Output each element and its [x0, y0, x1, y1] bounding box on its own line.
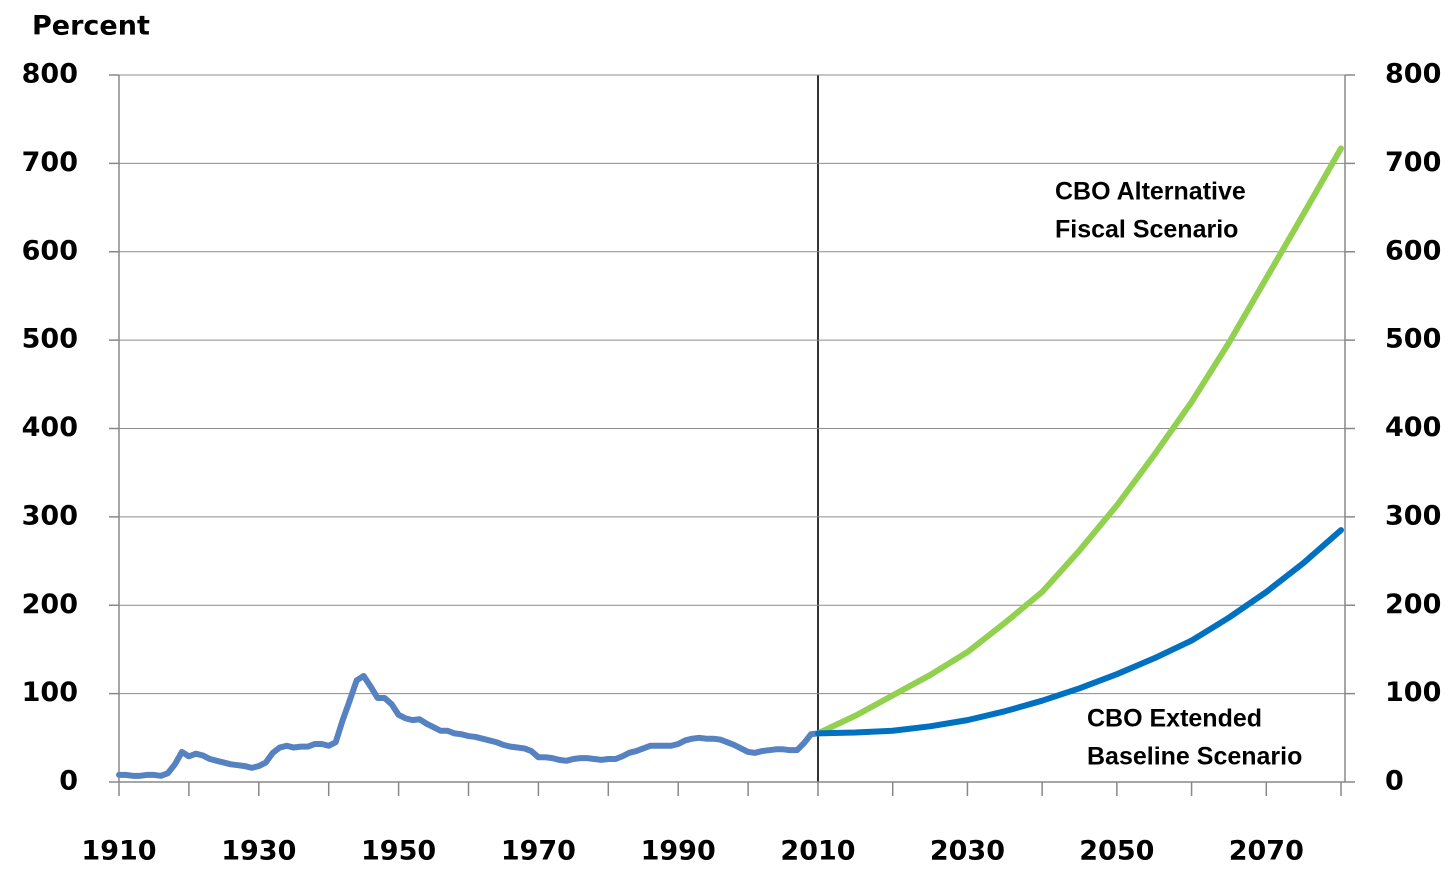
y-tick-label: 800 [22, 59, 78, 90]
series-line [815, 527, 1344, 737]
y-tick-label: 500 [1385, 324, 1441, 355]
y-tick-label: 100 [22, 677, 78, 708]
y-tick-label: 600 [1385, 235, 1441, 266]
y-tick-label: 500 [22, 324, 78, 355]
y-tick-label: 300 [1385, 500, 1441, 531]
y-tick-label: 400 [1385, 412, 1441, 443]
y-tick-label: 0 [1385, 766, 1404, 797]
y-tick-label: 100 [1385, 677, 1441, 708]
x-tick-label: 2010 [780, 836, 855, 867]
x-tick-label: 2030 [930, 836, 1005, 867]
series-annotation: Fiscal Scenario [1055, 216, 1238, 244]
x-tick-label: 1970 [501, 836, 576, 867]
y-tick-label: 200 [1385, 589, 1441, 620]
y-axis-label: Percent [32, 11, 150, 42]
x-tick-label: 1990 [641, 836, 716, 867]
x-tick-label: 1930 [221, 836, 296, 867]
series-annotation: Baseline Scenario [1087, 743, 1302, 771]
series-line [116, 672, 821, 779]
y-tick-label: 800 [1385, 59, 1441, 90]
y-tick-label: 0 [59, 766, 78, 797]
y-tick-label: 600 [22, 235, 78, 266]
y-tick-label: 700 [22, 147, 78, 178]
y-tick-label: 400 [22, 412, 78, 443]
x-tick-label: 1950 [361, 836, 436, 867]
series-annotation: CBO Alternative [1055, 178, 1246, 206]
y-tick-label: 700 [1385, 147, 1441, 178]
y-tick-label: 200 [22, 589, 78, 620]
x-tick-label: 1910 [81, 836, 156, 867]
series-line [815, 145, 1344, 737]
x-tick-label: 2050 [1079, 836, 1154, 867]
series-annotation: CBO Extended [1087, 705, 1262, 733]
x-tick-label: 2070 [1229, 836, 1304, 867]
y-tick-label: 300 [22, 500, 78, 531]
